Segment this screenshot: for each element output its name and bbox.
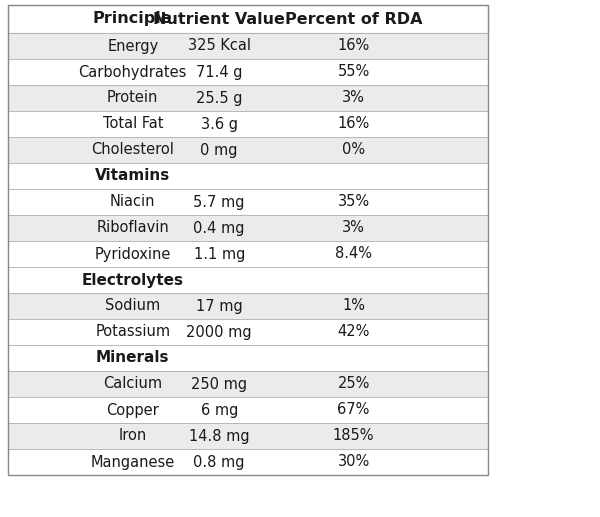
Bar xyxy=(8,371,488,397)
Text: 0.8 mg: 0.8 mg xyxy=(193,454,245,469)
Text: Manganese: Manganese xyxy=(91,454,175,469)
Text: 2000 mg: 2000 mg xyxy=(187,325,252,340)
Text: Minerals: Minerals xyxy=(96,351,170,366)
Text: 0.4 mg: 0.4 mg xyxy=(193,220,245,236)
Text: Energy: Energy xyxy=(107,38,158,53)
Bar xyxy=(8,241,488,267)
Bar xyxy=(8,423,488,449)
Text: 67%: 67% xyxy=(337,403,370,418)
Bar xyxy=(8,85,488,111)
Text: 1%: 1% xyxy=(342,298,365,313)
Bar xyxy=(8,267,488,293)
Text: Riboflavin: Riboflavin xyxy=(97,220,169,236)
Text: 3%: 3% xyxy=(342,90,365,105)
Text: 16%: 16% xyxy=(337,38,370,53)
Text: 185%: 185% xyxy=(333,429,374,444)
Text: 325 Kcal: 325 Kcal xyxy=(188,38,251,53)
Text: Potassium: Potassium xyxy=(95,325,170,340)
Text: Electrolytes: Electrolytes xyxy=(82,272,184,287)
Text: Copper: Copper xyxy=(106,403,159,418)
Bar xyxy=(8,215,488,241)
Text: 16%: 16% xyxy=(337,116,370,131)
Bar xyxy=(8,33,488,59)
Text: 30%: 30% xyxy=(337,454,370,469)
Bar xyxy=(8,163,488,189)
Text: 42%: 42% xyxy=(337,325,370,340)
Text: 17 mg: 17 mg xyxy=(196,298,242,313)
Text: Iron: Iron xyxy=(119,429,147,444)
Text: 71.4 g: 71.4 g xyxy=(196,65,242,80)
Text: 14.8 mg: 14.8 mg xyxy=(189,429,250,444)
Text: 3.6 g: 3.6 g xyxy=(200,116,238,131)
Bar xyxy=(8,345,488,371)
Text: 5.7 mg: 5.7 mg xyxy=(193,194,245,209)
Text: Calcium: Calcium xyxy=(103,376,163,391)
Bar xyxy=(8,59,488,85)
Text: 1.1 mg: 1.1 mg xyxy=(194,247,245,262)
Text: Carbohydrates: Carbohydrates xyxy=(79,65,187,80)
Bar xyxy=(8,189,488,215)
Bar xyxy=(8,5,488,475)
Text: Nutrient Value: Nutrient Value xyxy=(153,11,285,26)
Bar xyxy=(8,137,488,163)
Text: 250 mg: 250 mg xyxy=(191,376,247,391)
Text: Niacin: Niacin xyxy=(110,194,155,209)
Text: Vitamins: Vitamins xyxy=(95,169,170,184)
Text: Cholesterol: Cholesterol xyxy=(91,143,174,158)
Text: 6 mg: 6 mg xyxy=(200,403,238,418)
Bar xyxy=(8,111,488,137)
Text: Pyridoxine: Pyridoxine xyxy=(95,247,171,262)
Text: 0%: 0% xyxy=(342,143,365,158)
Bar xyxy=(8,5,488,33)
Bar xyxy=(8,293,488,319)
Text: 3%: 3% xyxy=(342,220,365,236)
Text: 55%: 55% xyxy=(337,65,370,80)
Bar xyxy=(8,449,488,475)
Text: Sodium: Sodium xyxy=(105,298,160,313)
Text: 25.5 g: 25.5 g xyxy=(196,90,242,105)
Bar xyxy=(8,319,488,345)
Text: Protein: Protein xyxy=(107,90,158,105)
Text: Percent of RDA: Percent of RDA xyxy=(285,11,422,26)
Text: Total Fat: Total Fat xyxy=(103,116,163,131)
Text: Principle: Principle xyxy=(93,11,173,26)
Bar xyxy=(8,397,488,423)
Text: 35%: 35% xyxy=(338,194,370,209)
Text: 0 mg: 0 mg xyxy=(200,143,238,158)
Text: 8.4%: 8.4% xyxy=(335,247,372,262)
Text: 25%: 25% xyxy=(337,376,370,391)
